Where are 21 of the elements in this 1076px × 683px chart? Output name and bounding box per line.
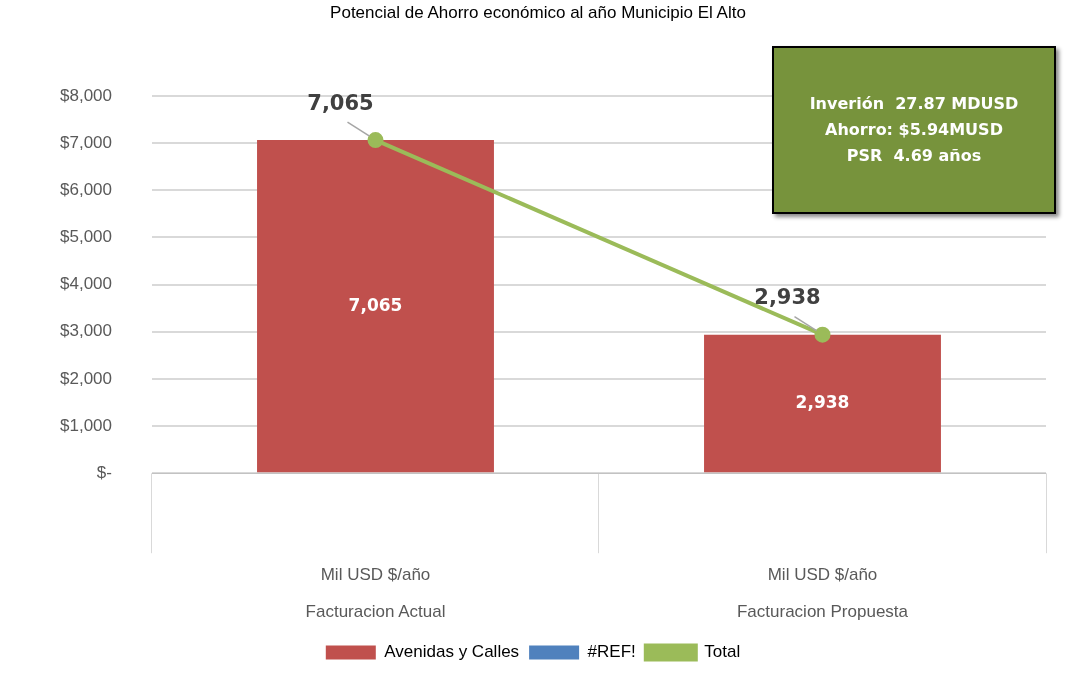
annotation: Inverión 27.87 MDUSD Ahorro: $5.94MUSD PSR 4.69 años	[809, 93, 1019, 167]
legend-label: Avenidas y Calles	[384, 642, 520, 662]
data-label: 2,938	[754, 285, 821, 310]
y-tick-label: $1,000	[60, 415, 112, 435]
chart-title: Potencial de Ahorro económico al año Municipio El Alto	[329, 2, 747, 24]
y-tick-label: $3,000	[60, 321, 112, 341]
y-tick-label: $5,000	[60, 227, 112, 247]
y-tick-label: $-	[96, 462, 112, 482]
y-tick-label: $2,000	[60, 368, 112, 388]
note-box: Inverión 27.87 MDUSD Ahorro: $5.94MUSD PSR 4.69 años	[772, 46, 1056, 214]
y-tick-label: $4,000	[60, 274, 112, 294]
data-label: 7,065	[307, 90, 374, 115]
data-label: 7,065	[348, 294, 403, 315]
data-label: 2,938	[795, 391, 850, 412]
legend-label: #REF!	[587, 642, 636, 662]
y-tick-label: $7,000	[60, 132, 112, 152]
legend-label: Total	[704, 642, 741, 662]
x-tick-label: Mil USD $/año Facturacion Propuesta	[736, 564, 909, 621]
x-tick-label: Mil USD $/año Facturacion Actual	[305, 564, 446, 621]
y-tick-label: $6,000	[60, 179, 112, 199]
y-tick-label: $8,000	[60, 85, 112, 105]
